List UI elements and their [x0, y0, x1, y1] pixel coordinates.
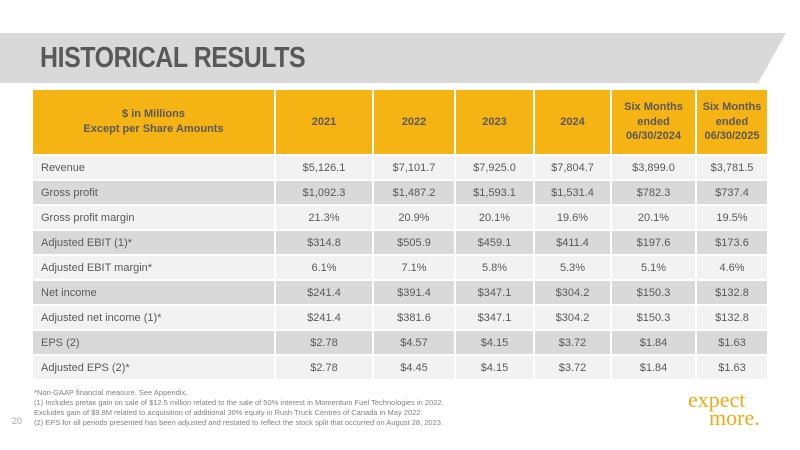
page-title: HISTORICAL RESULTS: [40, 42, 306, 74]
table-row: Gross profit margin 21.3% 20.9% 20.1% 19…: [33, 205, 767, 231]
cell-six-months-2025: $737.4: [696, 180, 767, 206]
cell-2022: $4.45: [373, 355, 456, 381]
row-label: Revenue: [33, 155, 276, 181]
cell-2022: $381.6: [373, 305, 456, 331]
table-corner-header: $ in Millions Except per Share Amounts: [33, 90, 276, 156]
cell-2021: $1,092.3: [275, 180, 374, 206]
column-header-2023: 2023: [455, 90, 535, 156]
table-row: Revenue $5,126.1 $7,101.7 $7,925.0 $7,80…: [33, 155, 767, 181]
cell-six-months-2024: 20.1%: [611, 205, 697, 231]
column-header-2021: 2021: [275, 90, 374, 156]
cell-2021: $5,126.1: [275, 155, 374, 181]
cell-2022: $7,101.7: [373, 155, 456, 181]
row-label: Adjusted net income (1)*: [33, 305, 276, 331]
footnote-line: (1) Includes pretax gain on sale of $12.…: [34, 397, 444, 407]
table-row: Gross profit $1,092.3 $1,487.2 $1,593.1 …: [33, 180, 767, 206]
footnote-line: Excludes gain of $9.8M related to acquis…: [34, 407, 423, 417]
cell-six-months-2025: $1.63: [696, 355, 767, 381]
historical-results-table-wrap: $ in Millions Except per Share Amounts 2…: [33, 90, 767, 381]
cell-2023: $347.1: [455, 280, 535, 306]
cell-six-months-2024: $3,899.0: [611, 155, 697, 181]
cell-2024: $411.4: [534, 230, 612, 256]
cell-2023: $459.1: [455, 230, 535, 256]
cell-six-months-2025: $3,781.5: [696, 155, 767, 181]
cell-six-months-2024: $1.84: [611, 330, 697, 356]
cell-six-months-2025: 4.6%: [696, 255, 767, 281]
cell-2022: $505.9: [373, 230, 456, 256]
cell-six-months-2024: $1.84: [611, 355, 697, 381]
historical-results-table: $ in Millions Except per Share Amounts 2…: [33, 90, 767, 381]
cell-2021: 21.3%: [275, 205, 374, 231]
cell-six-months-2025: $173.6: [696, 230, 767, 256]
cell-2024: $3.72: [534, 355, 612, 381]
logo-text-more: more.: [709, 405, 760, 431]
cell-2024: $304.2: [534, 305, 612, 331]
cell-2022: $1,487.2: [373, 180, 456, 206]
table-row: Adjusted EPS (2)* $2.78 $4.45 $4.15 $3.7…: [33, 355, 767, 381]
expect-more-logo: expect more.: [688, 387, 760, 431]
cell-six-months-2024: $150.3: [611, 280, 697, 306]
cell-2023: $4.15: [455, 330, 535, 356]
cell-2021: $2.78: [275, 330, 374, 356]
table-header-row: $ in Millions Except per Share Amounts 2…: [33, 90, 767, 156]
cell-six-months-2024: 5.1%: [611, 255, 697, 281]
column-header-2024: 2024: [534, 90, 612, 156]
table-row: Adjusted EBIT (1)* $314.8 $505.9 $459.1 …: [33, 230, 767, 256]
cell-2022: 7.1%: [373, 255, 456, 281]
cell-six-months-2025: $1.63: [696, 330, 767, 356]
logo-text-expect: expect: [688, 387, 746, 412]
cell-2024: 5.3%: [534, 255, 612, 281]
cell-2022: $391.4: [373, 280, 456, 306]
cell-2023: $4.15: [455, 355, 535, 381]
title-banner: HISTORICAL RESULTS: [0, 33, 786, 83]
cell-six-months-2025: $132.8: [696, 305, 767, 331]
cell-2021: $241.4: [275, 280, 374, 306]
footnote-line: *Non-GAAP financial measure. See Appendi…: [34, 388, 188, 397]
table-row: Adjusted net income (1)* $241.4 $381.6 $…: [33, 305, 767, 331]
cell-2021: $241.4: [275, 305, 374, 331]
table-row: EPS (2) $2.78 $4.57 $4.15 $3.72 $1.84 $1…: [33, 330, 767, 356]
footnotes: *Non-GAAP financial measure. See Appendi…: [34, 388, 634, 428]
row-label: Adjusted EBIT (1)*: [33, 230, 276, 256]
footnote-line: (2) EPS for all periods presented has be…: [34, 417, 443, 427]
table-row: Adjusted EBIT margin* 6.1% 7.1% 5.8% 5.3…: [33, 255, 767, 281]
cell-2022: $4.57: [373, 330, 456, 356]
cell-2024: $3.72: [534, 330, 612, 356]
cell-six-months-2025: $132.8: [696, 280, 767, 306]
cell-2023: 20.1%: [455, 205, 535, 231]
cell-2021: $2.78: [275, 355, 374, 381]
table-row: Net income $241.4 $391.4 $347.1 $304.2 $…: [33, 280, 767, 306]
cell-six-months-2024: $150.3: [611, 305, 697, 331]
cell-six-months-2025: 19.5%: [696, 205, 767, 231]
cell-2021: $314.8: [275, 230, 374, 256]
cell-2023: $1,593.1: [455, 180, 535, 206]
cell-six-months-2024: $782.3: [611, 180, 697, 206]
cell-2024: 19.6%: [534, 205, 612, 231]
cell-six-months-2024: $197.6: [611, 230, 697, 256]
cell-2022: 20.9%: [373, 205, 456, 231]
cell-2023: $7,925.0: [455, 155, 535, 181]
row-label: Gross profit margin: [33, 205, 276, 231]
column-header-six-months-2024: Six Months ended 06/30/2024: [611, 90, 697, 156]
cell-2024: $1,531.4: [534, 180, 612, 206]
cell-2024: $304.2: [534, 280, 612, 306]
page-number: 20: [12, 416, 23, 426]
row-label: Adjusted EBIT margin*: [33, 255, 276, 281]
column-header-2022: 2022: [373, 90, 456, 156]
cell-2021: 6.1%: [275, 255, 374, 281]
row-label: Net income: [33, 280, 276, 306]
cell-2024: $7,804.7: [534, 155, 612, 181]
row-label: EPS (2): [33, 330, 276, 356]
cell-2023: $347.1: [455, 305, 535, 331]
row-label: Adjusted EPS (2)*: [33, 355, 276, 381]
column-header-six-months-2025: Six Months ended 06/30/2025: [696, 90, 767, 156]
row-label: Gross profit: [33, 180, 276, 206]
cell-2023: 5.8%: [455, 255, 535, 281]
